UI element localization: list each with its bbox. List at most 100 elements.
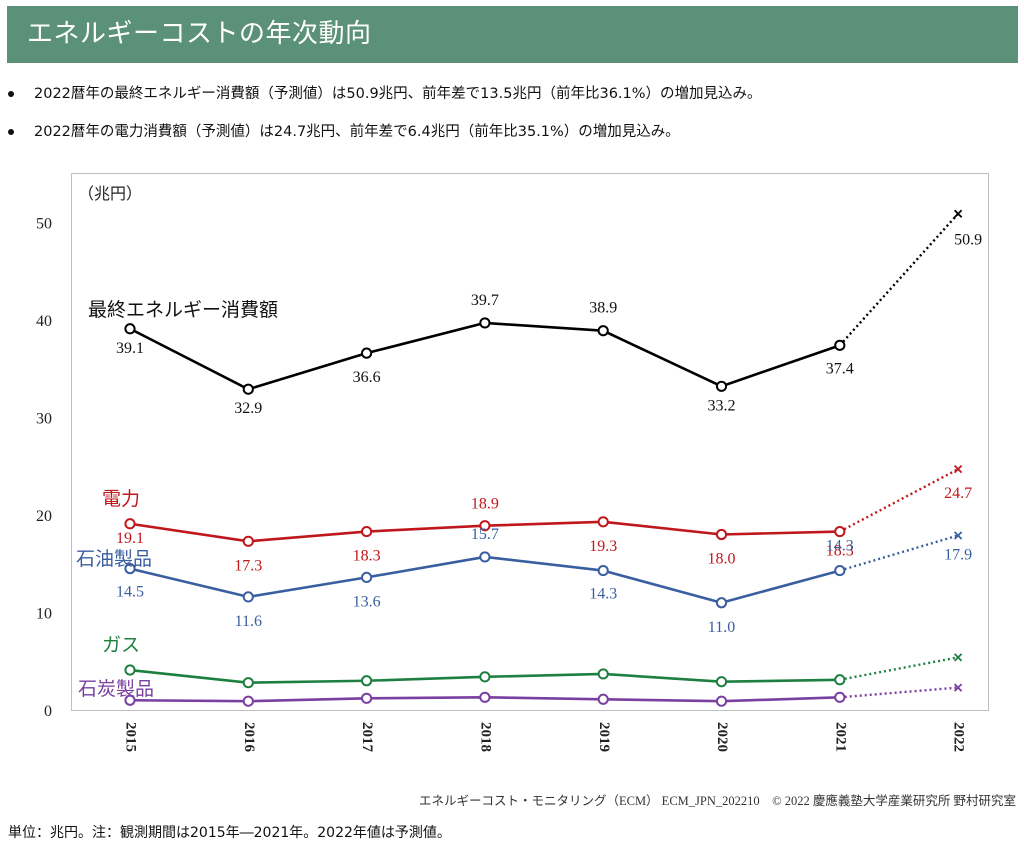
summary-bullet-1: 2022暦年の最終エネルギー消費額（予測値）は50.9兆円、前年差で13.5兆円… xyxy=(8,80,1008,108)
series-0-data-label-0: 39.1 xyxy=(116,340,144,357)
series-1-forecast-marker xyxy=(953,465,963,474)
series-0-data-label-3: 39.7 xyxy=(471,292,499,309)
series-1-data-label-1: 17.3 xyxy=(234,557,262,574)
series-2-data-label-0: 14.5 xyxy=(116,584,144,601)
x-tick-label-2021: 2021 xyxy=(832,722,848,752)
series-0-data-label-6: 37.4 xyxy=(826,360,854,377)
title-banner: エネルギーコストの年次動向 xyxy=(7,6,1018,63)
series-3-point-3 xyxy=(479,671,491,683)
series-0-name-label: 最終エネルギー消費額 xyxy=(88,299,278,321)
series-4-point-3 xyxy=(479,691,491,703)
series-4-forecast-line xyxy=(839,686,959,699)
series-1-data-label-5: 18.0 xyxy=(708,551,736,568)
series-3-name-label: ガス xyxy=(102,634,140,656)
footnote: 単位：兆円。注：観測期間は2015年―2021年。2022年値は予測値。 xyxy=(8,825,451,841)
series-2-point-6 xyxy=(834,564,846,577)
series-1-point-5 xyxy=(715,528,728,541)
series-0-point-4 xyxy=(597,325,609,337)
series-0-data-label-7: 50.9 xyxy=(954,232,982,249)
series-3-point-0 xyxy=(124,664,136,676)
series-1-data-label-3: 18.9 xyxy=(471,496,499,513)
bullet-dot-icon xyxy=(8,129,14,135)
y-unit-label: （兆円） xyxy=(78,185,142,203)
series-1-data-label-7: 24.7 xyxy=(944,485,972,502)
series-3-point-4 xyxy=(597,668,609,680)
series-2-data-label-6: 14.3 xyxy=(826,538,854,555)
series-4-name-label: 石炭製品 xyxy=(78,678,154,700)
series-4-forecast-marker xyxy=(953,683,963,692)
series-0-point-2 xyxy=(361,347,373,359)
series-3-forecast-marker xyxy=(953,653,963,662)
summary-bullets: 2022暦年の最終エネルギー消費額（予測値）は50.9兆円、前年差で13.5兆円… xyxy=(8,80,1008,156)
series-3-point-2 xyxy=(361,675,373,687)
series-2-data-label-4: 14.3 xyxy=(589,586,617,603)
series-4-point-2 xyxy=(361,692,373,704)
x-tick-label-2015: 2015 xyxy=(123,722,139,752)
series-1-point-4 xyxy=(597,516,609,528)
x-tick-label-2019: 2019 xyxy=(596,722,612,752)
page-title: エネルギーコストの年次動向 xyxy=(27,19,372,49)
x-tick-label-2018: 2018 xyxy=(477,722,493,752)
series-1-point-1 xyxy=(242,535,254,547)
series-3-forecast-line xyxy=(839,656,959,681)
series-3-point-5 xyxy=(715,676,728,688)
series-0-point-5 xyxy=(715,380,728,392)
series-1-data-label-2: 18.3 xyxy=(353,548,381,565)
series-4-point-5 xyxy=(715,695,728,707)
chart-frame xyxy=(71,173,989,711)
x-tick-label-2016: 2016 xyxy=(241,722,257,753)
series-2-point-0 xyxy=(124,563,136,575)
series-2-point-5 xyxy=(715,597,728,609)
energy-cost-line-chart: 0 10 20 30 40 50 （兆円） 2015 2016 2017 2018 2019 2020 2… xyxy=(36,185,982,753)
series-0-data-label-1: 32.9 xyxy=(234,400,262,417)
series-0-forecast-marker xyxy=(953,209,963,218)
series-1-data-label-4: 19.3 xyxy=(589,538,617,555)
y-tick-label-10: 10 xyxy=(36,606,52,623)
summary-bullet-text-2: 2022暦年の電力消費額（予測値）は24.7兆円、前年差で6.4兆円（前年比35… xyxy=(34,124,680,140)
series-0-data-label-2: 36.6 xyxy=(353,369,381,386)
series-2-point-2 xyxy=(361,571,373,584)
series-0-forecast-line xyxy=(838,212,959,347)
series-2-data-label-3: 15.7 xyxy=(471,526,499,543)
y-tick-label-30: 30 xyxy=(36,411,52,428)
series-0-line xyxy=(129,321,841,391)
series-1-data-label-6: 18.3 xyxy=(826,543,854,560)
x-tick-label-2020: 2020 xyxy=(714,722,730,752)
x-tick-label-2022: 2022 xyxy=(951,722,967,752)
series-4-point-0 xyxy=(124,694,136,706)
series-1-forecast-line xyxy=(839,468,959,533)
series-4-point-1 xyxy=(242,695,254,707)
x-tick-label-2017: 2017 xyxy=(359,722,375,753)
series-1-point-0 xyxy=(124,518,136,530)
source-credit: エネルギーコスト・モニタリング（ECM） ECM_JPN_202210 © 20… xyxy=(418,794,1016,808)
series-1-point-6 xyxy=(834,525,846,538)
series-2-forecast-line xyxy=(839,534,959,572)
summary-bullet-text-1: 2022暦年の最終エネルギー消費額（予測値）は50.9兆円、前年差で13.5兆円… xyxy=(34,86,762,102)
series-1-point-2 xyxy=(361,525,373,538)
series-2-forecast-marker xyxy=(953,531,963,540)
bullet-dot-icon xyxy=(8,91,14,97)
series-1-data-label-0: 19.1 xyxy=(116,530,144,547)
series-1-point-3 xyxy=(479,520,491,532)
series-0-point-3 xyxy=(479,317,491,329)
series-0-data-label-5: 33.2 xyxy=(708,397,736,414)
series-2-data-label-7: 17.9 xyxy=(944,546,972,563)
y-tick-label-20: 20 xyxy=(36,508,52,525)
series-3-point-6 xyxy=(834,674,846,686)
series-2-point-3 xyxy=(479,551,491,563)
series-0-point-0 xyxy=(124,323,136,335)
y-tick-label-50: 50 xyxy=(36,216,52,233)
series-2-data-label-5: 11.0 xyxy=(708,619,735,636)
y-tick-label-0: 0 xyxy=(44,703,52,720)
series-0-point-6 xyxy=(834,339,846,351)
series-0-data-label-4: 38.9 xyxy=(589,300,617,317)
series-2-data-label-2: 13.6 xyxy=(353,593,381,610)
summary-bullet-2: 2022暦年の電力消費額（予測値）は24.7兆円、前年差で6.4兆円（前年比35… xyxy=(8,118,1008,146)
series-0-point-1 xyxy=(242,383,254,395)
series-2-point-1 xyxy=(242,591,254,603)
series-1-name-label: 電力 xyxy=(102,488,140,510)
series-3-point-1 xyxy=(242,677,254,689)
series-2-data-label-1: 11.6 xyxy=(235,613,262,630)
series-2-name-label: 石油製品 xyxy=(76,548,152,570)
series-4-point-6 xyxy=(834,691,846,703)
